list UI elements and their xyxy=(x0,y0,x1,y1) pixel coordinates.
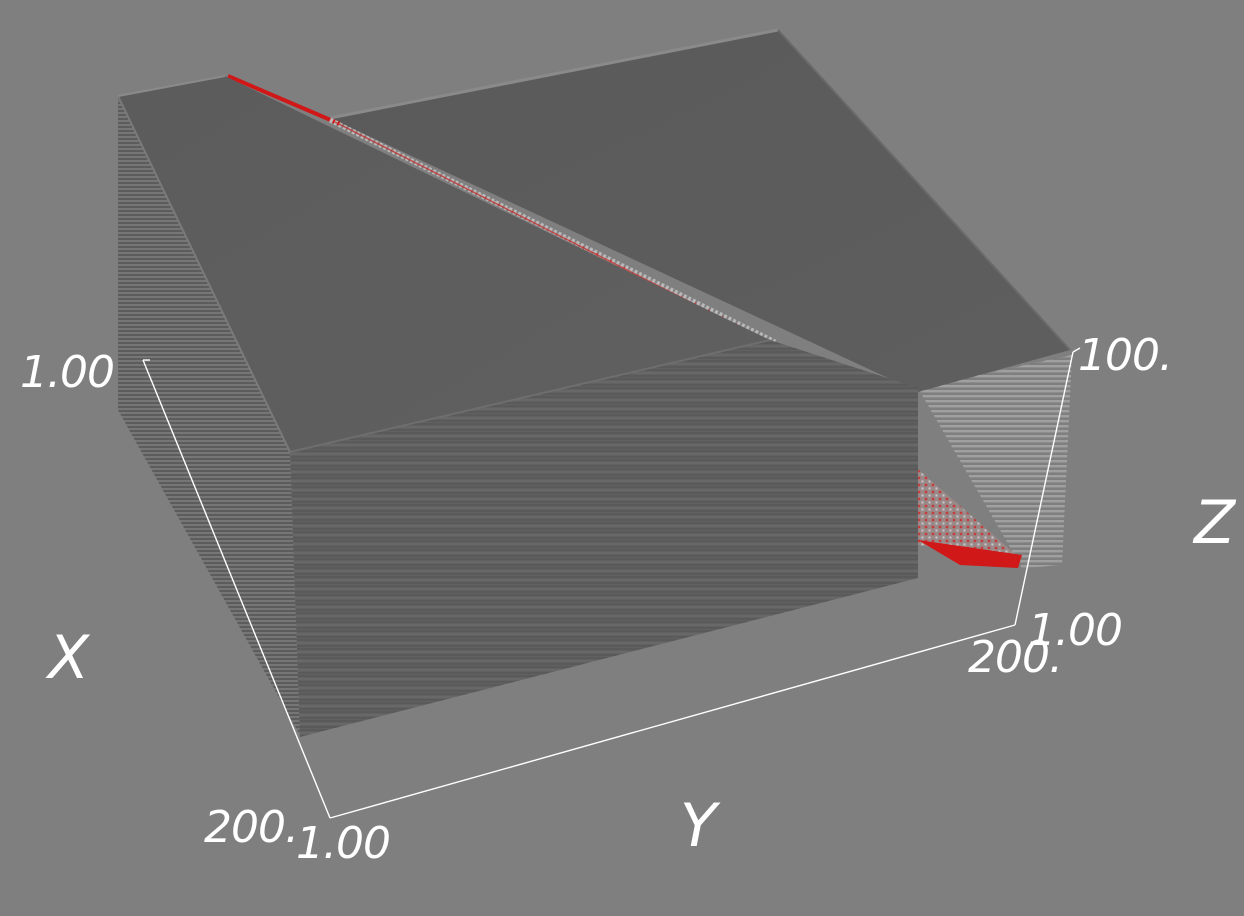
left-block xyxy=(117,75,918,737)
x-axis-title: X xyxy=(48,623,89,693)
axis-lines xyxy=(142,347,1081,819)
z-axis-tick-end: 100. xyxy=(1078,330,1173,381)
y-axis-tick-end: 200. xyxy=(968,632,1063,683)
z-axis-title: Z xyxy=(1194,488,1235,558)
y-axis-title: Y xyxy=(680,791,717,861)
z-axis-tick-start: 1.00 xyxy=(1028,605,1123,656)
z-axis-line xyxy=(1014,351,1074,626)
x-axis-tick-end: 200. xyxy=(204,802,299,853)
y-axis-tick-start: 1.00 xyxy=(296,818,391,869)
x-axis-tick-start: 1.00 xyxy=(20,347,115,398)
x-axis-line xyxy=(142,359,331,819)
y-axis-line xyxy=(329,624,1016,819)
right-block xyxy=(329,28,1072,568)
